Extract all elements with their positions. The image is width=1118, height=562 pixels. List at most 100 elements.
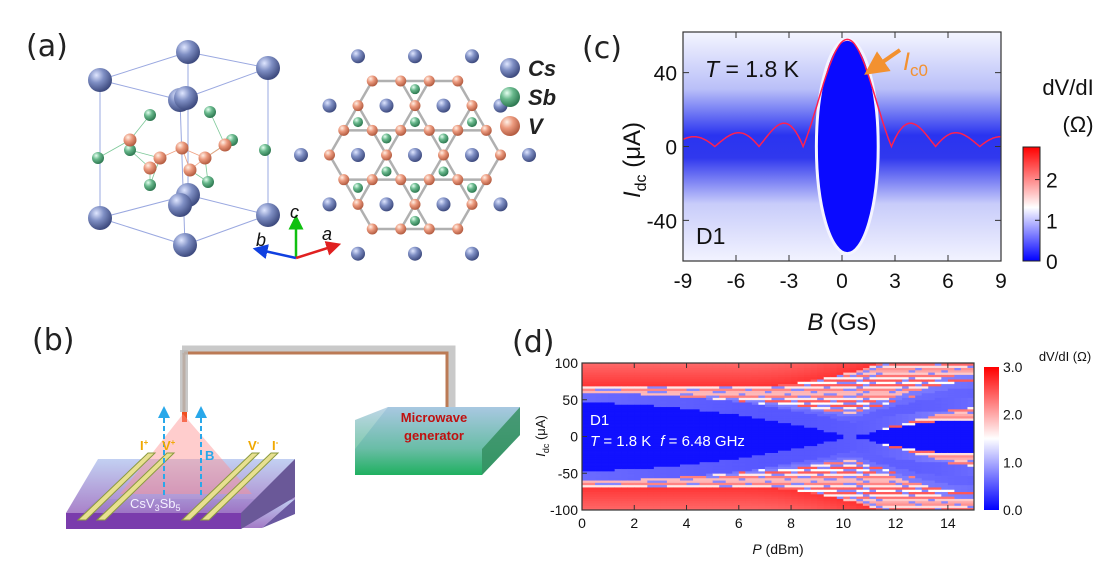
heatmap-d-cell (947, 438, 955, 442)
heatmap-d-cell (902, 406, 910, 410)
heatmap-d-cell (895, 505, 903, 509)
heatmap-d-cell (653, 418, 661, 421)
colorbar-d-tick-label: 1.0 (1003, 454, 1023, 470)
heatmap-d-cell (725, 404, 733, 408)
heatmap-d-cell (673, 496, 681, 499)
heatmap-d-cell (634, 459, 642, 463)
heatmap-d-cell (823, 369, 831, 373)
heatmap-d-cell (928, 372, 936, 375)
heatmap-d-cell (621, 464, 629, 467)
heatmap-d-cell (882, 457, 890, 460)
heatmap-d-cell (849, 464, 857, 467)
heatmap-d-cell (666, 365, 674, 368)
heatmap-d-cell (830, 402, 838, 405)
heatmap-d-cell (967, 395, 975, 398)
heatmap-d-cell (889, 436, 896, 440)
heatmap-d-cell (745, 376, 753, 380)
heatmap-d-cell (725, 418, 733, 421)
heatmap-d-cell (934, 450, 942, 453)
heatmap-d-cell (758, 457, 766, 460)
heatmap-d-cell (614, 397, 622, 401)
heatmap-d-cell (640, 420, 648, 424)
heatmap-d-cell (764, 436, 772, 440)
heatmap-d-cell (810, 473, 818, 476)
heatmap-d-cell (666, 436, 674, 440)
heatmap-d-cell (634, 383, 642, 387)
heatmap-d-cell (699, 443, 707, 447)
heatmap-d-cell (614, 365, 622, 368)
heatmap-d-cell (804, 452, 812, 456)
heatmap-d-cell (608, 459, 616, 463)
heatmap-d-cell (954, 367, 962, 371)
heatmap-d-cell (647, 487, 655, 490)
heatmap-d-cell (941, 406, 949, 410)
heatmap-d-cell (751, 498, 759, 502)
antenna-tip (182, 412, 187, 422)
heatmap-d-cell (673, 459, 681, 463)
heatmap-d-cell (849, 475, 857, 479)
heatmap-d-cell (797, 418, 805, 421)
heatmap-d-cell (680, 438, 687, 442)
heatmap-d-cell (771, 498, 779, 502)
heatmap-d-cell (764, 415, 772, 419)
heatmap-d-cell (745, 395, 753, 398)
heatmap-d-cell (745, 443, 753, 447)
heatmap-d-cell (967, 487, 975, 490)
heatmap-d-cell (608, 363, 616, 366)
heatmap-d-cell (797, 363, 805, 366)
heatmap-d-cell (810, 461, 818, 465)
heatmap-d-cell (830, 404, 838, 408)
heatmap-d-cell (876, 496, 883, 499)
heatmap-d-cell (928, 402, 936, 405)
heatmap-d-cell (941, 468, 949, 472)
heatmap-d-cell (758, 429, 766, 433)
heatmap-d-cell (738, 425, 746, 428)
heatmap-d-cell (836, 434, 844, 437)
heatmap-d-cell (640, 464, 648, 467)
heatmap-d-cell (621, 450, 629, 453)
heatmap-d-cell (908, 484, 916, 488)
heatmap-d-cell (640, 450, 648, 453)
heatmap-d-cell (810, 464, 818, 467)
heatmap-d-cell (804, 496, 812, 499)
heatmap-d-cell (745, 436, 753, 440)
heatmap-d-cell (849, 491, 857, 495)
heatmap-d-cell (784, 385, 792, 389)
heatmap-d-cell (960, 367, 968, 371)
x-tick-label-d: 4 (683, 515, 691, 531)
heatmap-d-cell (797, 491, 805, 495)
heatmap-d-cell (712, 427, 720, 431)
heatmap-d-cell (941, 475, 949, 479)
heatmap-d-cell (784, 475, 792, 479)
heatmap-d-cell (621, 429, 629, 433)
heatmap-d-cell (882, 464, 890, 467)
heatmap-d-cell (934, 374, 942, 378)
heatmap-d-cell (719, 496, 727, 499)
heatmap-d-cell (725, 385, 733, 389)
heatmap-d-cell (582, 372, 589, 375)
heatmap-d-cell (797, 473, 805, 476)
heatmap-d-cell (941, 503, 949, 506)
heatmap-d-cell (614, 376, 622, 380)
heatmap-d-cell (699, 392, 707, 396)
heatmap-d-cell (856, 484, 864, 488)
heatmap-d-cell (712, 365, 720, 368)
heatmap-d-cell (719, 459, 727, 463)
heatmap-d-cell (797, 379, 805, 382)
heatmap-d-cell (738, 411, 746, 414)
heatmap-d-cell (876, 418, 883, 421)
heatmap-d-cell (732, 427, 740, 431)
heatmap-d-cell (784, 383, 792, 387)
heatmap-d-cell (588, 429, 596, 433)
heatmap-d-cell (941, 395, 949, 398)
cs-atom (322, 98, 337, 113)
heatmap-d-cell (836, 392, 844, 396)
heatmap-d-cell (595, 408, 602, 412)
heatmap-d-cell (869, 491, 877, 495)
heatmap-d-cell (784, 452, 792, 456)
heatmap-d-cell (712, 464, 720, 467)
heatmap-d-cell (941, 367, 949, 371)
heatmap-d-cell (634, 457, 642, 460)
heatmap-d-cell (640, 365, 648, 368)
heatmap-d-cell (758, 507, 766, 511)
